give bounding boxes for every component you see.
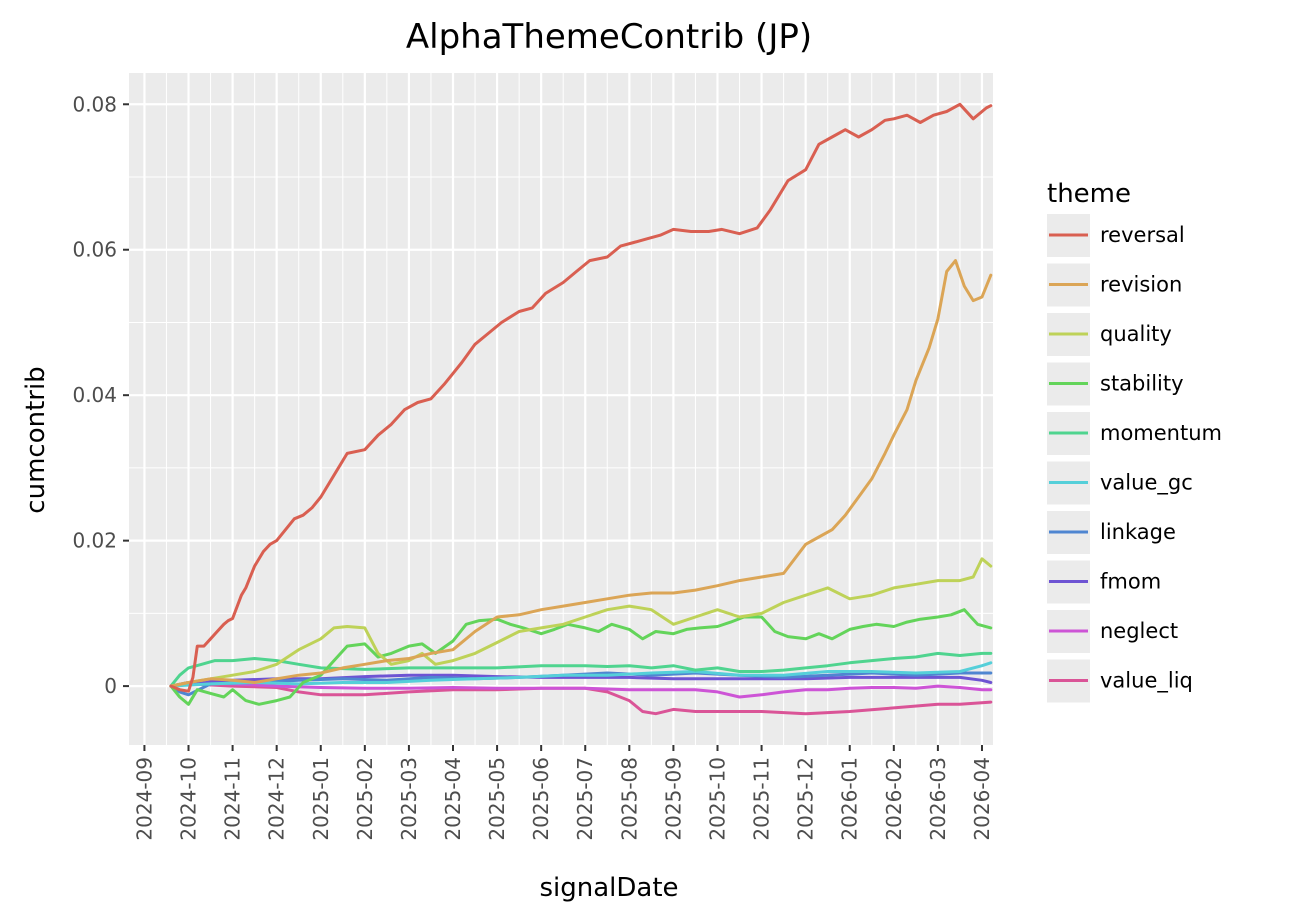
- x-tick-label: 2025-06: [529, 757, 553, 841]
- x-tick-label: 2025-08: [617, 757, 641, 841]
- x-tick-label: 2025-04: [441, 757, 465, 841]
- legend-label: stability: [1100, 372, 1184, 396]
- legend-label: reversal: [1100, 223, 1185, 247]
- legend-label: momentum: [1100, 421, 1222, 445]
- legend-item-linkage: linkage: [1047, 511, 1176, 554]
- x-tick-label: 2025-09: [661, 757, 685, 841]
- axis-layer: 2024-09 2024-10 2024-11 2024-12 2025-01 2025-…: [72, 92, 994, 840]
- legend-title: theme: [1047, 179, 1131, 209]
- series-line-reversal: [169, 102, 993, 693]
- x-tick-label: 2025-03: [397, 757, 421, 841]
- chart-title: AlphaThemeContrib (JP): [406, 17, 812, 57]
- y-tick-label: 0.06: [72, 238, 117, 262]
- x-tick-label: 2025-02: [353, 757, 377, 841]
- y-tick-label: 0.08: [72, 92, 117, 116]
- legend-label: revision: [1100, 273, 1182, 297]
- x-tick-label: 2024-09: [132, 757, 156, 841]
- series-line-value_gc: [169, 661, 993, 688]
- legend-label: fmom: [1100, 570, 1161, 594]
- legend-item-value_gc: value_gc: [1047, 461, 1193, 505]
- plot-panel: [129, 73, 993, 745]
- legend-item-momentum: momentum: [1047, 412, 1222, 455]
- legend-item-revision: revision: [1047, 263, 1182, 307]
- x-tick-label: 2025-01: [309, 757, 333, 841]
- x-axis-title: signalDate: [539, 873, 678, 903]
- x-tick-label: 2025-12: [794, 757, 818, 841]
- legend-item-quality: quality: [1047, 313, 1172, 356]
- x-tick-label: 2024-12: [265, 757, 289, 841]
- legend-item-neglect: neglect: [1047, 610, 1178, 653]
- series-line-value_liq: [169, 682, 993, 716]
- series-line-neglect: [169, 681, 993, 699]
- series-layer: [169, 102, 993, 716]
- x-tick-label: 2026-04: [970, 757, 994, 841]
- x-tick-label: 2026-03: [926, 757, 950, 841]
- x-tick-label: 2025-11: [750, 757, 774, 841]
- series-line-quality: [169, 557, 993, 688]
- legend-label: quality: [1100, 322, 1172, 346]
- legend-label: neglect: [1100, 619, 1178, 643]
- legend-item-value_liq: value_liq: [1047, 659, 1193, 703]
- series-line-revision: [169, 259, 993, 688]
- y-tick-label: 0: [104, 674, 117, 698]
- legend-label: linkage: [1100, 520, 1176, 544]
- x-tick-label: 2025-07: [573, 757, 597, 841]
- legend-item-reversal: reversal: [1047, 214, 1185, 257]
- grid-layer: [129, 73, 993, 745]
- legend: theme reversal revision quality stability mo…: [1047, 179, 1222, 703]
- x-tick-label: 2025-05: [485, 757, 509, 841]
- legend-item-fmom: fmom: [1047, 560, 1161, 604]
- y-tick-label: 0.02: [72, 529, 117, 553]
- legend-label: value_liq: [1100, 669, 1193, 694]
- y-axis-title: cumcontrib: [21, 366, 51, 513]
- x-tick-label: 2024-11: [221, 757, 245, 841]
- x-tick-label: 2025-10: [705, 757, 729, 841]
- x-tick-label: 2024-10: [177, 757, 201, 841]
- legend-item-stability: stability: [1047, 362, 1184, 406]
- legend-label: value_gc: [1100, 471, 1193, 496]
- series-line-momentum: [169, 651, 993, 688]
- x-tick-label: 2026-01: [838, 757, 862, 841]
- x-tick-label: 2026-02: [882, 757, 906, 841]
- y-tick-label: 0.04: [72, 383, 117, 407]
